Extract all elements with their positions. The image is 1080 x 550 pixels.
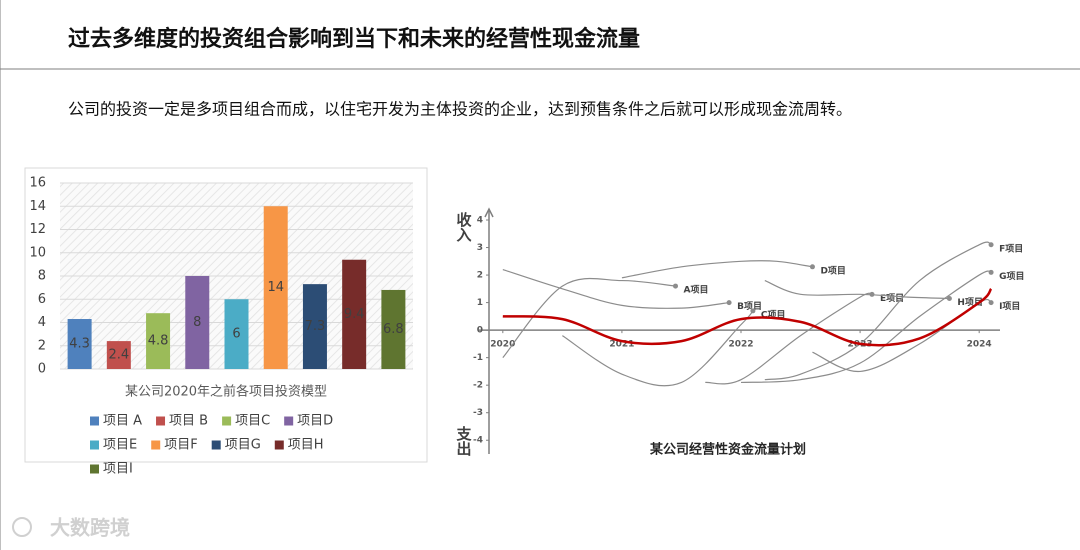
series-label: A项目 [684, 285, 709, 296]
end-dot [809, 264, 815, 270]
series-label: F项目 [999, 243, 1023, 254]
end-dot [750, 308, 756, 314]
data-label: 14 [267, 280, 284, 295]
legend-swatch [90, 440, 99, 450]
legend-swatch [211, 440, 221, 450]
y-tick-label: 2 [477, 271, 483, 281]
y-label-top: 收入 [455, 211, 473, 242]
bar [302, 284, 327, 369]
data-label: 2.4 [108, 348, 129, 363]
legend-label: 项目 B [169, 414, 208, 429]
project-line [502, 277, 676, 359]
legend-swatch [284, 416, 294, 426]
series-label: H项目 [957, 297, 983, 308]
series-label: C项目 [761, 309, 786, 320]
bar [342, 259, 367, 369]
legend-label: 项目 A [103, 414, 142, 429]
legend-swatch [90, 464, 99, 474]
project-line [621, 260, 813, 279]
project-line [764, 241, 992, 381]
project-line [764, 280, 950, 300]
x-tick-label: 2021 [609, 340, 634, 350]
x-tick-label: 2024 [967, 340, 992, 350]
y-tick-label: 16 [29, 176, 46, 191]
slide-title: 过去多维度的投资组合影响到当下和未来的经营性现金流量 [68, 26, 640, 52]
series-label: G项目 [999, 271, 1024, 282]
legend-swatch [156, 416, 166, 426]
legend-label: 项目I [103, 462, 133, 477]
project-line [502, 268, 730, 309]
x-tick-label: 2022 [728, 340, 753, 350]
legend-swatch [151, 440, 161, 450]
project-line [812, 298, 992, 373]
data-label: 7.3 [305, 319, 326, 334]
chart-title: 某公司经营性资金流量计划 [649, 442, 806, 458]
legend-swatch [274, 440, 284, 450]
chart-title: 某公司2020年之前各项目投资模型 [125, 384, 327, 400]
legend-swatch [222, 416, 232, 426]
legend-label: 项目F [164, 438, 197, 453]
y-tick-label: 0 [477, 326, 483, 336]
bar [185, 276, 210, 369]
bar [106, 341, 131, 369]
watermark: 大数跨境 [50, 516, 130, 540]
data-label: 8 [193, 315, 201, 330]
data-label: 6.8 [383, 322, 404, 337]
end-dot [946, 295, 952, 301]
y-tick-label: 6 [38, 292, 46, 307]
data-label: 4.8 [148, 334, 169, 349]
data-label: 4.3 [69, 337, 90, 352]
y-label-bottom: 支出 [455, 425, 473, 457]
y-tick-label: 10 [29, 245, 46, 260]
y-tick-label: -1 [473, 353, 483, 363]
series-label: B项目 [737, 301, 762, 312]
end-dot [988, 242, 994, 248]
end-dot [673, 283, 678, 289]
bar [224, 299, 249, 369]
y-tick-label: 3 [477, 243, 483, 253]
project-line [740, 270, 992, 384]
total-line [502, 288, 993, 347]
end-dot [988, 269, 994, 275]
bar [67, 319, 92, 369]
y-tick-label: 8 [38, 269, 46, 284]
watermark-logo [12, 517, 32, 537]
bar [146, 313, 171, 369]
y-tick-label: 1 [477, 298, 483, 308]
series-label: I项目 [999, 301, 1020, 312]
y-tick-label: 4 [477, 216, 483, 226]
data-label: 6 [232, 327, 240, 342]
series-label: E项目 [880, 293, 904, 304]
body-text: 公司的投资一定是多项目组合而成，以住宅开发为主体投资的企业，达到预售条件之后就可… [68, 100, 852, 119]
project-line [562, 310, 754, 387]
y-tick-label: -2 [473, 381, 483, 391]
legend-label: 项目E [103, 438, 137, 453]
y-axis-arrow [484, 207, 494, 218]
y-tick-label: 4 [38, 315, 46, 330]
bar [381, 289, 406, 369]
project-line [705, 292, 873, 385]
end-dot [988, 300, 994, 306]
y-tick-label: 14 [29, 199, 46, 214]
x-tick-label: 2020 [490, 340, 515, 350]
legend-label: 项目G [225, 438, 261, 453]
data-label: 9.4 [344, 307, 365, 322]
legend-swatch [90, 416, 99, 426]
legend-label: 项目D [297, 414, 333, 429]
y-tick-label: 0 [38, 362, 46, 377]
y-tick-label: 2 [38, 338, 46, 353]
series-label: D项目 [820, 265, 845, 276]
y-tick-label: -3 [473, 408, 483, 418]
y-tick-label: 12 [29, 222, 46, 237]
legend-label: 项目H [288, 438, 324, 453]
end-dot [726, 300, 732, 306]
bar [263, 206, 288, 369]
y-tick-label: -4 [473, 436, 483, 446]
legend-label: 项目C [235, 414, 270, 429]
